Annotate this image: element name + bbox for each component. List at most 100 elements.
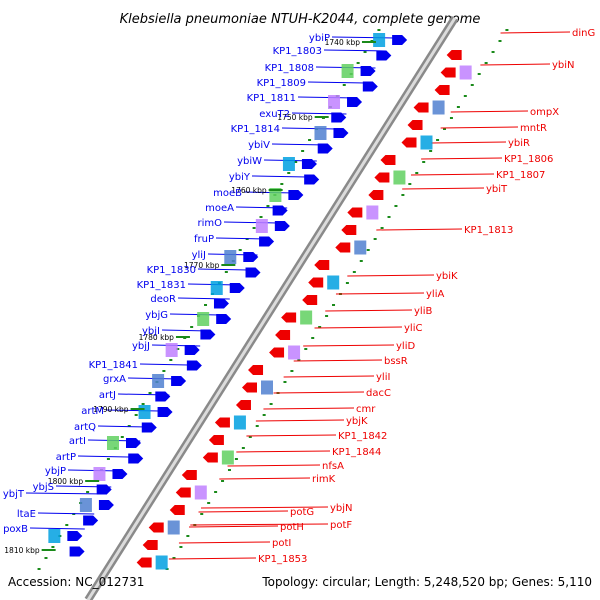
- outer-tick: [366, 249, 370, 251]
- reverse-gene-block: [420, 135, 433, 150]
- forward-gene-label: KP1_1814: [231, 124, 280, 135]
- reverse-gene-arrow: [407, 120, 423, 130]
- inner-tick: [287, 172, 291, 174]
- forward-gene-arrow: [83, 515, 99, 526]
- reverse-leader-line: [347, 274, 435, 277]
- forward-gene-arrow: [245, 267, 261, 278]
- reverse-gene-arrow: [208, 435, 224, 445]
- reverse-gene-arrow: [214, 417, 230, 428]
- forward-gene-label: artM: [81, 406, 104, 417]
- forward-gene-label: KP1_1809: [257, 78, 306, 89]
- reverse-gene-arrow: [148, 522, 164, 533]
- reverse-gene-label: ybiR: [508, 138, 530, 149]
- forward-gene-arrow: [141, 422, 157, 433]
- forward-leader-line: [223, 221, 278, 224]
- outer-tick: [380, 227, 384, 229]
- inner-tick: [266, 205, 270, 207]
- reverse-gene-label: KP1_1807: [496, 170, 545, 181]
- reverse-gene-arrow: [434, 85, 450, 95]
- outer-tick: [241, 447, 245, 449]
- reverse-leader-line: [198, 510, 289, 513]
- reverse-leader-line: [263, 407, 355, 410]
- inner-tick: [238, 249, 242, 251]
- outer-tick: [304, 348, 308, 350]
- inner-tick: [37, 568, 41, 570]
- inner-tick: [51, 546, 55, 548]
- forward-gene-arrow: [69, 546, 85, 557]
- reverse-gene-labels: dinG ybiN ompX mntR ybiR KP1_1806 KP1_1807 ybiT…: [258, 28, 595, 565]
- forward-gene-arrow: [347, 97, 363, 107]
- forward-leader-line: [197, 268, 249, 271]
- outer-tick: [415, 172, 419, 174]
- outer-tick: [456, 106, 460, 108]
- reverse-gene-label: KP1_1853: [258, 554, 307, 565]
- inner-tick: [280, 183, 284, 185]
- forward-gene-arrow: [216, 314, 232, 324]
- kbp-label: 1770 kbp: [184, 261, 220, 270]
- reverse-gene-block: [288, 345, 301, 360]
- forward-gene-label: moeB: [213, 188, 242, 199]
- outer-tick: [436, 139, 440, 141]
- forward-gene-arrow: [157, 407, 173, 417]
- reverse-gene-label: potH: [280, 522, 304, 533]
- forward-leader-line: [307, 81, 367, 84]
- forward-gene-label: ybjP: [45, 466, 66, 477]
- reverse-leader-line: [480, 63, 551, 66]
- forward-gene-arrow: [362, 81, 378, 92]
- reverse-gene-arrow: [175, 487, 191, 498]
- inner-tick: [65, 524, 69, 526]
- forward-gene-label: ybiP: [309, 33, 330, 44]
- reverse-gene-label: mntR: [520, 123, 547, 134]
- forward-gene-label: KP1_1811: [247, 93, 296, 104]
- outer-tick: [227, 469, 231, 471]
- reverse-gene-block: [155, 555, 168, 570]
- forward-gene-label: ybiW: [237, 156, 262, 167]
- reverse-gene-label: potF: [330, 520, 352, 531]
- outer-tick: [394, 205, 398, 207]
- reverse-gene-arrow: [275, 330, 291, 340]
- reverse-leader-line: [500, 31, 571, 34]
- reverse-gene-block: [354, 240, 367, 255]
- outer-tick: [352, 271, 356, 273]
- forward-gene-block: [328, 95, 341, 109]
- outer-tick: [463, 95, 467, 97]
- reverse-gene-label: KP1_1813: [464, 225, 513, 236]
- forward-gene-label: ybiV: [248, 140, 270, 151]
- reverse-leader-line: [168, 557, 257, 560]
- reverse-gene-arrow: [347, 207, 363, 218]
- outer-tick: [214, 491, 218, 493]
- forward-gene-label: deoR: [150, 294, 176, 305]
- forward-gene-arrow: [128, 453, 144, 464]
- outer-tick: [422, 161, 426, 163]
- outer-tick: [255, 425, 259, 427]
- reverse-leader-line: [273, 391, 365, 394]
- reverse-gene-label: bssR: [384, 356, 408, 367]
- forward-gene-label: ybjS: [33, 482, 54, 493]
- forward-gene-block: [197, 312, 210, 326]
- reverse-gene-label: KP1_1842: [338, 431, 387, 442]
- reverse-leader-line: [325, 309, 413, 312]
- inner-tick: [356, 62, 360, 64]
- forward-gene-block: [282, 157, 295, 171]
- forward-leader-line: [97, 425, 150, 428]
- forward-gene-label: artP: [56, 452, 76, 463]
- forward-gene-label: KP1_1808: [265, 63, 314, 74]
- forward-gene-label: moeA: [205, 203, 234, 214]
- forward-gene-block: [210, 281, 223, 295]
- map-title: Klebsiella pneumoniae NTUH-K2044, comple…: [120, 12, 481, 27]
- inner-tick: [86, 491, 90, 493]
- outer-tick: [484, 62, 488, 64]
- inner-tick: [127, 425, 131, 427]
- forward-leader-line: [77, 455, 131, 458]
- kbp-label: 1750 kbp: [277, 113, 313, 122]
- forward-gene-arrow: [243, 252, 259, 262]
- reverse-leader-line: [190, 523, 329, 526]
- forward-gene-label: ybjT: [3, 489, 25, 500]
- forward-gene-block: [341, 64, 354, 78]
- forward-gene-arrow: [98, 500, 114, 510]
- forward-gene-label: artQ: [74, 422, 96, 433]
- forward-gene-labels: ybiP KP1_1803 KP1_1808 KP1_1809 KP1_1811 exuT…: [3, 33, 330, 535]
- forward-gene-block: [93, 467, 106, 481]
- forward-leader-line: [297, 96, 357, 99]
- reverse-gene-arrow: [440, 67, 456, 78]
